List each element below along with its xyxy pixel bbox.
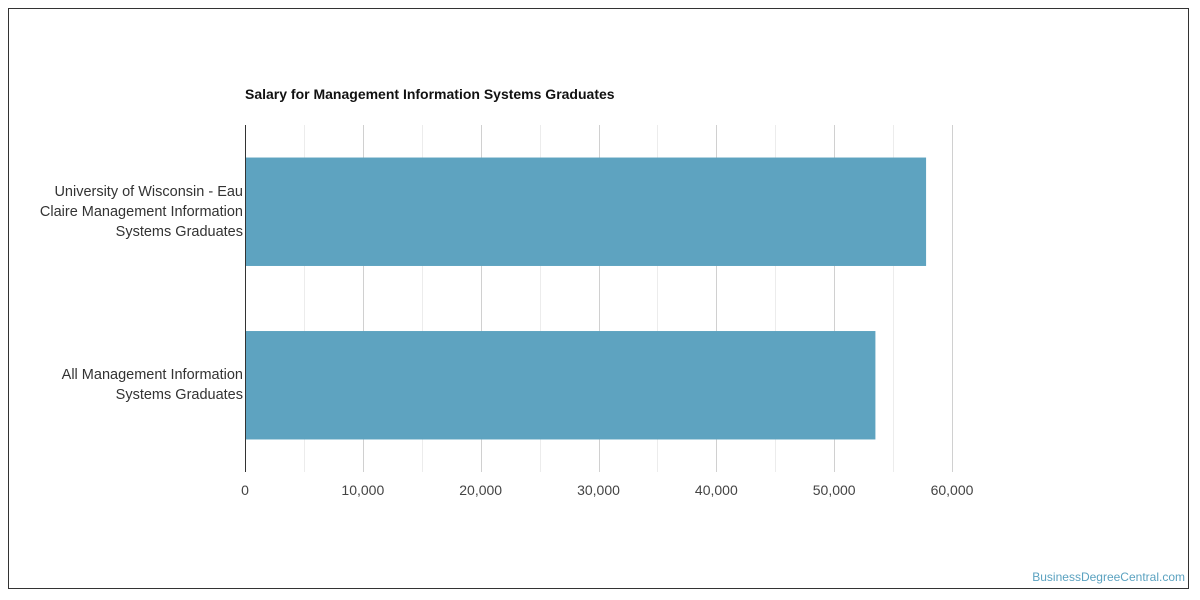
x-tick-labels: 0 10,000 20,000 30,000 40,000 50,000 60,000 — [241, 482, 974, 498]
chart-frame — [8, 8, 1189, 589]
x-tick-label: 30,000 — [577, 482, 620, 498]
bar[interactable] — [245, 157, 927, 266]
category-label-line: University of Wisconsin - Eau — [54, 183, 243, 200]
bar[interactable] — [245, 331, 876, 440]
bars — [245, 157, 927, 440]
category-label: All Management Information Systems Gradua… — [3, 365, 243, 405]
x-tick-label: 40,000 — [695, 482, 738, 498]
category-label: University of Wisconsin - Eau Claire Mana… — [3, 182, 243, 242]
category-label-line: All Management Information — [61, 367, 243, 384]
x-tick-label: 60,000 — [931, 482, 974, 498]
x-tick-label: 50,000 — [813, 482, 856, 498]
category-label-line: Systems Graduates — [115, 223, 243, 240]
watermark: BusinessDegreeCentral.com — [1032, 570, 1185, 584]
x-tick-label: 0 — [241, 482, 249, 498]
category-label-line: Claire Management Information — [39, 203, 243, 220]
x-tick-label: 10,000 — [341, 482, 384, 498]
x-tick-label: 20,000 — [459, 482, 502, 498]
category-label-line: Systems Graduates — [115, 387, 243, 404]
chart-title: Salary for Management Information System… — [245, 86, 615, 102]
